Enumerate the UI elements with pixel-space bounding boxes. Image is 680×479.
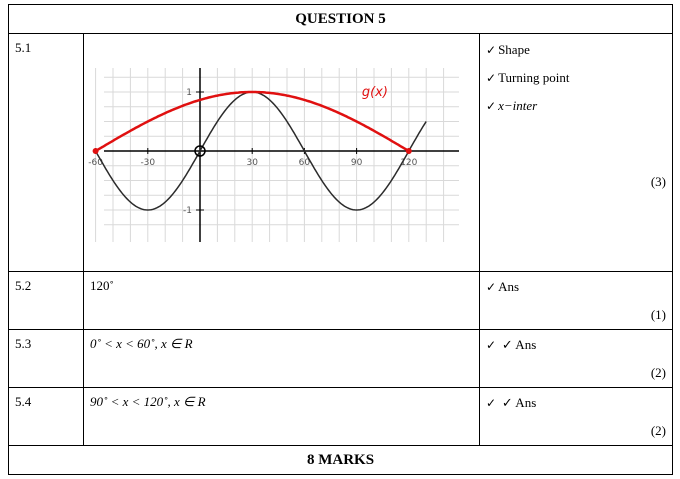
question-number: 5.1 [8, 33, 84, 272]
endpoint-left [92, 148, 99, 154]
endpoint-right [405, 148, 412, 154]
mark-item: ✓ x−inter [486, 98, 538, 113]
x-tick-label: 60 [299, 158, 311, 168]
sine-graph: -60 -30 30 60 90 120 1 -1 g(x) [88, 68, 459, 242]
mark-total: (2) [650, 423, 666, 438]
x-tick-label: -60 [88, 158, 103, 168]
answer-text: 0˚ < x < 60˚, x ∈ R [83, 329, 480, 388]
memo-table: QUESTION 5 5.1 -60 -30 30 60 90 120 1 -1 g(x) ✓… [8, 4, 673, 475]
question-title: QUESTION 5 [8, 4, 673, 34]
x-tick-label: 90 [351, 158, 363, 168]
marks-cell: ✓ Shape ✓ Turning point ✓ x−inter (3) [479, 33, 673, 272]
answer-text: 120˚ [83, 271, 480, 330]
check-icon: ✓ [486, 99, 497, 113]
curve-label-g: g(x) [362, 85, 388, 100]
check-icon: ✓ [486, 396, 500, 410]
graph-cell: -60 -30 30 60 90 120 1 -1 g(x) [83, 33, 480, 272]
marks-cell: ✓ ✓ Ans (2) [479, 329, 673, 388]
sin-curve [94, 91, 427, 211]
marks-cell: ✓ ✓ Ans (2) [479, 387, 673, 446]
question-number: 5.4 [8, 387, 84, 446]
marks-cell: ✓ Ans (1) [479, 271, 673, 330]
question-number: 5.3 [8, 329, 84, 388]
check-icon: ✓ [486, 71, 497, 85]
y-tick-label: -1 [183, 206, 192, 216]
total-marks: 8 MARKS [8, 445, 673, 475]
mark-item: ✓ Shape [486, 42, 530, 57]
x-tick-label: 30 [246, 158, 258, 168]
answer-text: 90˚ < x < 120˚, x ∈ R [83, 387, 480, 446]
check-icon: ✓ [486, 280, 497, 294]
check-icon: ✓ [486, 43, 497, 57]
check-icon: ✓ [486, 338, 500, 352]
y-tick-label: 1 [186, 88, 192, 98]
question-number: 5.2 [8, 271, 84, 330]
mark-total: (2) [650, 365, 666, 380]
origin-point [194, 145, 206, 157]
mark-total: (1) [650, 307, 666, 322]
x-tick-label: 120 [400, 158, 417, 168]
x-tick-label: -30 [140, 158, 155, 168]
mark-total: (3) [650, 174, 666, 189]
mark-item: ✓ Turning point [486, 70, 570, 85]
g-curve [94, 90, 410, 153]
